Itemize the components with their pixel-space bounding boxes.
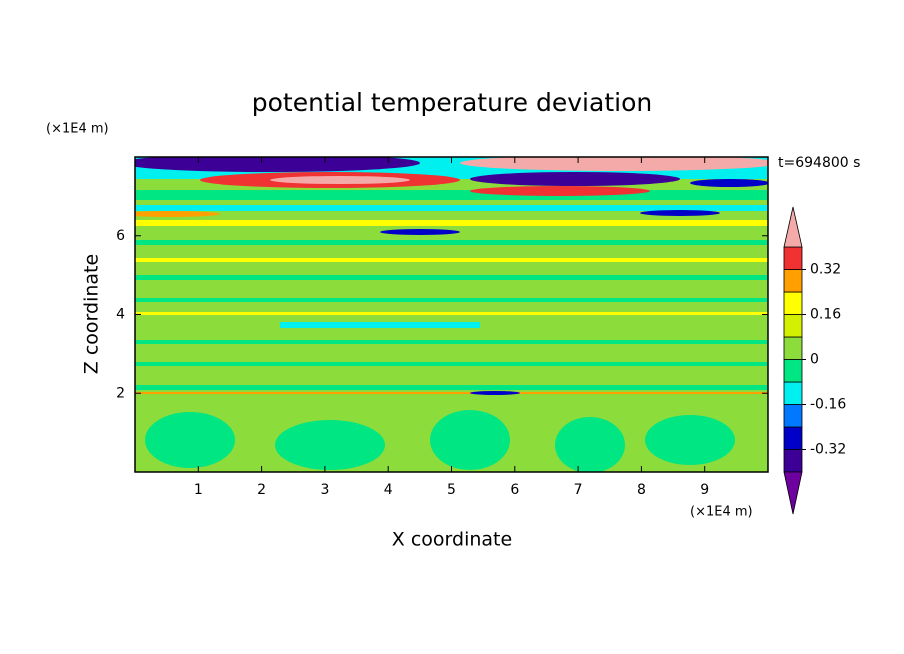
colorbar-tick-label: -0.32 — [810, 442, 846, 458]
x-axis-label: X coordinate — [392, 529, 512, 551]
colorbar-band — [783, 336, 803, 360]
x-tick-label: 3 — [320, 482, 329, 498]
x-tick-label: 1 — [194, 482, 203, 498]
colorbar-tick-label: 0.16 — [810, 307, 841, 323]
y-unit: (×1E4 m) — [46, 122, 109, 137]
colorbar-tick-label: 0.32 — [810, 262, 841, 278]
x-unit: (×1E4 m) — [690, 505, 753, 520]
contour-field — [135, 157, 768, 472]
colorbar-over — [783, 206, 803, 248]
x-tick-label: 2 — [257, 482, 266, 498]
x-tick-label: 9 — [700, 482, 709, 498]
y-axis-label: Z coordinate — [81, 254, 103, 374]
colorbar-band — [783, 269, 803, 293]
annotation: t=694800 s — [778, 155, 860, 171]
colorbar-band — [783, 291, 803, 315]
colorbar-band — [783, 426, 803, 450]
colorbar-tick-label: -0.16 — [810, 397, 846, 413]
chart-title: potential temperature deviation — [252, 88, 652, 117]
x-tick-label: 6 — [510, 482, 519, 498]
colorbar-band — [783, 381, 803, 405]
colorbar-tick-label: 0 — [810, 352, 819, 368]
colorbar-band — [783, 404, 803, 428]
y-tick-label: 6 — [116, 228, 125, 244]
colorbar-band — [783, 314, 803, 338]
x-tick-label: 7 — [574, 482, 583, 498]
colorbar-under — [783, 471, 803, 515]
colorbar-band — [783, 359, 803, 383]
x-tick-label: 4 — [384, 482, 393, 498]
x-tick-label: 8 — [637, 482, 646, 498]
x-tick-label: 5 — [447, 482, 456, 498]
y-tick-label: 4 — [116, 307, 125, 323]
y-tick-label: 2 — [116, 385, 125, 401]
colorbar-band — [783, 246, 803, 270]
colorbar-band — [783, 449, 803, 473]
